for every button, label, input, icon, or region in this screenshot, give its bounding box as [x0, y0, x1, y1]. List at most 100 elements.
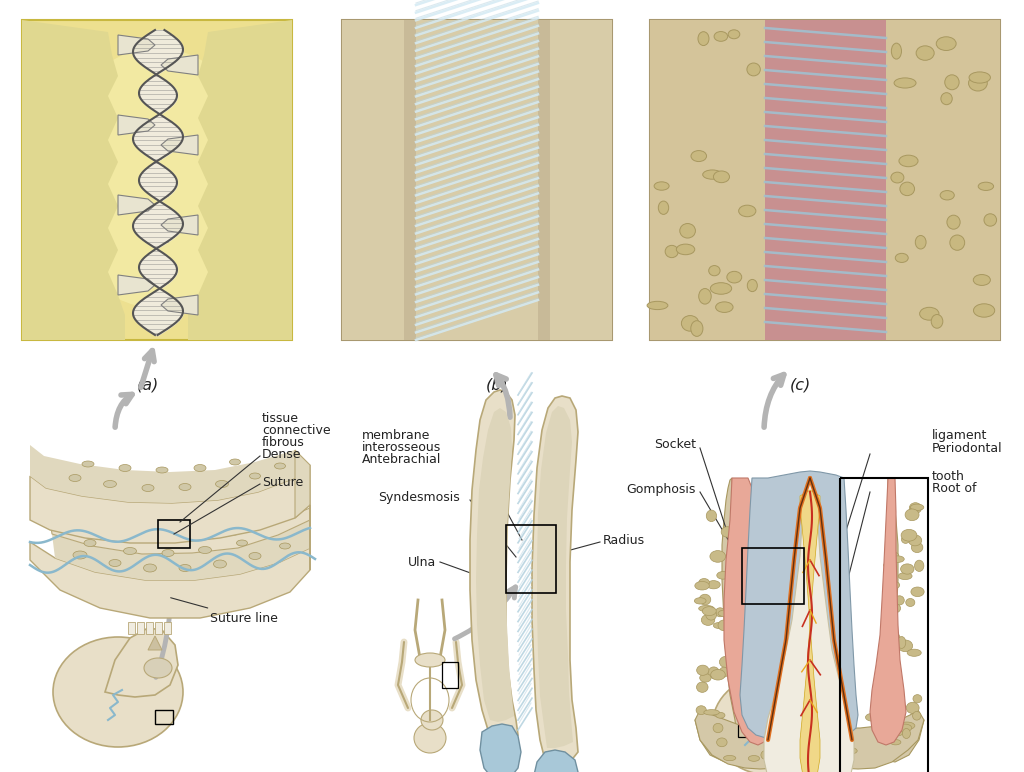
Polygon shape — [532, 396, 578, 765]
Polygon shape — [22, 20, 125, 340]
Ellipse shape — [941, 93, 952, 105]
Ellipse shape — [698, 32, 709, 46]
Ellipse shape — [719, 667, 728, 677]
Polygon shape — [30, 542, 310, 618]
Ellipse shape — [703, 709, 720, 715]
Ellipse shape — [691, 320, 702, 337]
Ellipse shape — [84, 540, 96, 547]
Ellipse shape — [947, 215, 961, 229]
Ellipse shape — [709, 266, 720, 276]
Ellipse shape — [945, 75, 959, 90]
Ellipse shape — [913, 695, 922, 703]
Polygon shape — [480, 724, 521, 772]
Ellipse shape — [720, 656, 734, 668]
Text: Antebrachial: Antebrachial — [362, 453, 441, 466]
Ellipse shape — [757, 733, 770, 739]
Ellipse shape — [931, 314, 943, 328]
Ellipse shape — [249, 553, 261, 560]
Ellipse shape — [421, 710, 443, 730]
Ellipse shape — [142, 485, 154, 492]
Ellipse shape — [707, 581, 720, 589]
Ellipse shape — [892, 556, 904, 563]
Bar — [772, 670, 778, 680]
Bar — [416, 20, 538, 340]
Ellipse shape — [702, 170, 722, 179]
Ellipse shape — [899, 155, 919, 167]
Polygon shape — [188, 20, 292, 340]
Text: Dense: Dense — [262, 448, 301, 461]
Ellipse shape — [936, 37, 956, 50]
Ellipse shape — [710, 550, 726, 562]
Ellipse shape — [658, 201, 669, 215]
Polygon shape — [534, 750, 578, 772]
Bar — [158, 520, 190, 548]
Ellipse shape — [274, 463, 286, 469]
Ellipse shape — [911, 542, 923, 553]
Ellipse shape — [844, 748, 857, 754]
Bar — [404, 20, 416, 340]
Ellipse shape — [109, 560, 121, 567]
Ellipse shape — [818, 722, 826, 731]
Ellipse shape — [978, 182, 993, 191]
Ellipse shape — [144, 658, 172, 678]
Bar — [155, 710, 173, 724]
Ellipse shape — [713, 723, 723, 733]
Ellipse shape — [162, 550, 174, 557]
Ellipse shape — [250, 473, 260, 479]
Bar — [738, 725, 754, 737]
Ellipse shape — [414, 723, 446, 753]
Ellipse shape — [716, 713, 725, 718]
Ellipse shape — [718, 610, 733, 617]
Ellipse shape — [696, 706, 707, 715]
Text: (b): (b) — [485, 378, 508, 393]
Polygon shape — [800, 490, 820, 772]
Ellipse shape — [890, 740, 901, 745]
Ellipse shape — [73, 551, 87, 559]
Ellipse shape — [714, 171, 729, 183]
Ellipse shape — [974, 304, 994, 317]
Polygon shape — [537, 406, 573, 748]
Ellipse shape — [746, 63, 760, 76]
Ellipse shape — [901, 536, 909, 543]
Bar — [22, 20, 292, 340]
Ellipse shape — [909, 506, 918, 515]
Polygon shape — [118, 275, 155, 295]
Polygon shape — [30, 465, 310, 543]
Bar — [804, 670, 810, 680]
Text: Syndesmosis: Syndesmosis — [378, 492, 460, 504]
Bar — [506, 525, 556, 593]
Ellipse shape — [905, 509, 920, 520]
Ellipse shape — [666, 245, 678, 258]
Ellipse shape — [865, 713, 880, 721]
Ellipse shape — [785, 703, 811, 721]
Polygon shape — [118, 35, 155, 55]
Ellipse shape — [910, 504, 924, 510]
Polygon shape — [52, 520, 310, 580]
Ellipse shape — [969, 72, 990, 83]
Ellipse shape — [699, 594, 711, 605]
Ellipse shape — [909, 503, 922, 513]
Ellipse shape — [889, 581, 900, 589]
Ellipse shape — [723, 626, 735, 632]
Ellipse shape — [886, 552, 899, 559]
Polygon shape — [880, 478, 924, 762]
Ellipse shape — [891, 43, 901, 59]
Text: (a): (a) — [137, 378, 159, 393]
Ellipse shape — [724, 660, 733, 668]
Bar — [538, 20, 612, 340]
Ellipse shape — [702, 607, 716, 615]
Ellipse shape — [215, 480, 228, 487]
Ellipse shape — [911, 587, 924, 597]
Ellipse shape — [940, 191, 954, 200]
Ellipse shape — [280, 543, 291, 549]
Bar — [342, 20, 612, 340]
Ellipse shape — [950, 235, 965, 250]
Ellipse shape — [698, 605, 714, 611]
Ellipse shape — [213, 560, 226, 568]
Text: tooth: tooth — [932, 469, 965, 482]
Ellipse shape — [724, 756, 736, 760]
Ellipse shape — [748, 279, 758, 292]
Text: Radius: Radius — [603, 533, 645, 547]
Ellipse shape — [711, 669, 725, 680]
Text: Root of: Root of — [932, 482, 977, 495]
